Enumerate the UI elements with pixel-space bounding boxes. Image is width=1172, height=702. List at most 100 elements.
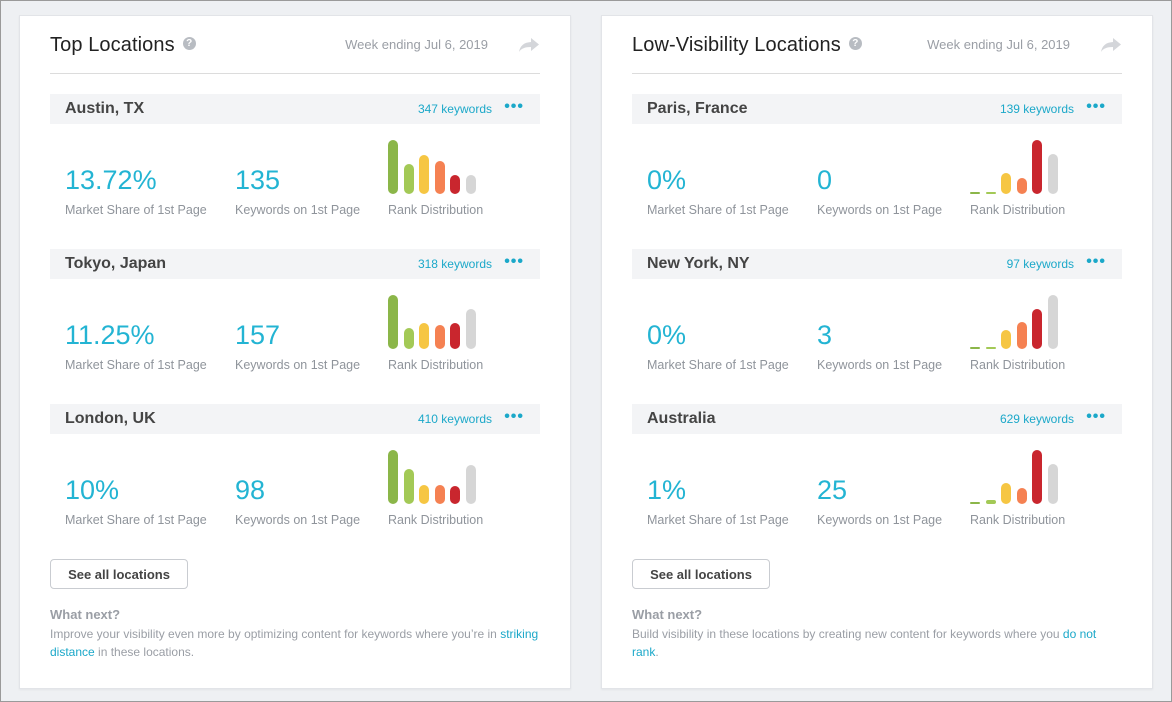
- rank-distribution-label: Rank Distribution: [970, 358, 1066, 372]
- keywords-first-page-value: 135: [235, 165, 281, 195]
- more-options-icon[interactable]: •••: [1086, 98, 1106, 115]
- rank-bar-6: [465, 309, 476, 349]
- rank-distribution-chart: [970, 291, 1060, 349]
- location-header: Paris, France 139 keywords •••: [632, 94, 1122, 124]
- rank-bar-3: [419, 484, 429, 504]
- rank-bar-1: [970, 192, 980, 194]
- rank-bar-5: [450, 485, 460, 504]
- keywords-first-page-label: Keywords on 1st Page: [817, 513, 943, 527]
- rank-bar-6: [1047, 295, 1058, 349]
- card-title: Low-Visibility Locations?: [632, 34, 862, 57]
- share-icon[interactable]: [518, 36, 540, 54]
- week-label: Week ending Jul 6, 2019: [927, 37, 1070, 52]
- location-row: New York, NY 97 keywords ••• 0% Market S…: [632, 249, 1122, 404]
- keywords-first-page-label: Keywords on 1st Page: [235, 358, 361, 372]
- rank-distribution-label: Rank Distribution: [970, 203, 1066, 217]
- rank-bar-3: [1001, 173, 1011, 194]
- keywords-first-page-value: 0: [817, 165, 833, 195]
- keywords-link[interactable]: 139 keywords: [999, 102, 1074, 116]
- rank-bar-1: [970, 502, 980, 504]
- location-name: Austin, TX: [65, 100, 145, 117]
- rank-bar-2: [985, 192, 996, 194]
- rank-bar-2: [985, 347, 996, 349]
- rank-distribution-label: Rank Distribution: [388, 513, 484, 527]
- rank-distribution-chart: [970, 136, 1060, 194]
- location-name: New York, NY: [647, 255, 750, 272]
- what-next-body: Build visibility in these locations by c…: [632, 627, 1063, 641]
- keywords-first-page-value: 25: [817, 475, 848, 505]
- see-all-locations-button[interactable]: See all locations: [632, 559, 770, 589]
- location-row: Austin, TX 347 keywords ••• 13.72% Marke…: [50, 94, 540, 249]
- location-row: Tokyo, Japan 318 keywords ••• 11.25% Mar…: [50, 249, 540, 404]
- card-header: Top Locations? Week ending Jul 6, 2019: [50, 16, 540, 74]
- more-options-icon[interactable]: •••: [1086, 253, 1106, 270]
- card-title: Top Locations?: [50, 34, 196, 57]
- share-icon[interactable]: [1100, 36, 1122, 54]
- rank-distribution-chart: [388, 291, 478, 349]
- help-icon[interactable]: ?: [848, 37, 862, 51]
- market-share-label: Market Share of 1st Page: [65, 203, 207, 217]
- striking-distance-link[interactable]: striking distance: [50, 627, 539, 659]
- rank-bar-5: [1032, 450, 1042, 504]
- rank-bar-2: [403, 469, 414, 504]
- keywords-link[interactable]: 318 keywords: [417, 257, 492, 271]
- market-share-label: Market Share of 1st Page: [647, 358, 789, 372]
- what-next-tail: .: [655, 645, 659, 659]
- week-label: Week ending Jul 6, 2019: [345, 37, 488, 52]
- market-share-value: 0%: [647, 320, 687, 350]
- rank-distribution-chart: [388, 136, 478, 194]
- rank-distribution-chart: [970, 446, 1060, 504]
- location-row: London, UK 410 keywords ••• 10% Market S…: [50, 404, 540, 559]
- location-name: Paris, France: [647, 100, 748, 117]
- market-share-value: 10%: [65, 475, 120, 505]
- rank-bar-1: [388, 450, 398, 504]
- keywords-link[interactable]: 410 keywords: [417, 412, 492, 426]
- card-header: Low-Visibility Locations? Week ending Ju…: [632, 16, 1122, 74]
- see-all-locations-button[interactable]: See all locations: [50, 559, 188, 589]
- more-options-icon[interactable]: •••: [504, 98, 524, 115]
- rank-bar-6: [1047, 154, 1058, 194]
- keywords-link[interactable]: 347 keywords: [417, 102, 492, 116]
- rank-bar-1: [388, 140, 398, 194]
- market-share-label: Market Share of 1st Page: [647, 513, 789, 527]
- rank-bar-5: [450, 323, 460, 349]
- location-header: Tokyo, Japan 318 keywords •••: [50, 249, 540, 279]
- more-options-icon[interactable]: •••: [504, 408, 524, 425]
- location-row: Australia 629 keywords ••• 1% Market Sha…: [632, 404, 1122, 559]
- market-share-label: Market Share of 1st Page: [65, 513, 207, 527]
- rank-bar-5: [1032, 309, 1042, 349]
- rank-bar-6: [1047, 464, 1058, 504]
- keywords-link[interactable]: 97 keywords: [1006, 257, 1074, 271]
- rank-bar-6: [465, 465, 476, 504]
- market-share-value: 13.72%: [65, 165, 157, 195]
- more-options-icon[interactable]: •••: [1086, 408, 1106, 425]
- more-options-icon[interactable]: •••: [504, 253, 524, 270]
- keywords-link[interactable]: 629 keywords: [999, 412, 1074, 426]
- what-next-tail: in these locations.: [94, 645, 195, 659]
- location-header: New York, NY 97 keywords •••: [632, 249, 1122, 279]
- keywords-first-page-value: 3: [817, 320, 833, 350]
- location-name: London, UK: [65, 410, 156, 427]
- rank-bar-6: [465, 175, 476, 194]
- what-next-title: What next?: [632, 607, 703, 622]
- rank-bar-3: [1001, 483, 1011, 504]
- top-locations-card: Top Locations? Week ending Jul 6, 2019 A…: [19, 15, 571, 689]
- location-header: Australia 629 keywords •••: [632, 404, 1122, 434]
- keywords-first-page-label: Keywords on 1st Page: [817, 203, 943, 217]
- rank-bar-4: [1016, 177, 1027, 194]
- do-not-rank-link[interactable]: do not rank: [632, 627, 1097, 659]
- rank-bar-3: [419, 155, 429, 194]
- card-title-text: Top Locations: [50, 34, 175, 56]
- rank-bar-5: [1032, 140, 1042, 194]
- rank-bar-1: [388, 295, 398, 349]
- card-title-text: Low-Visibility Locations: [632, 34, 841, 56]
- market-share-value: 11.25%: [65, 320, 155, 350]
- what-next-text: Build visibility in these locations by c…: [632, 625, 1124, 661]
- rank-distribution-label: Rank Distribution: [388, 203, 484, 217]
- location-name: Australia: [647, 410, 716, 427]
- help-icon[interactable]: ?: [182, 37, 196, 51]
- keywords-first-page-value: 98: [235, 475, 266, 505]
- rank-bar-1: [970, 347, 980, 349]
- what-next-title: What next?: [50, 607, 121, 622]
- rank-distribution-label: Rank Distribution: [970, 513, 1066, 527]
